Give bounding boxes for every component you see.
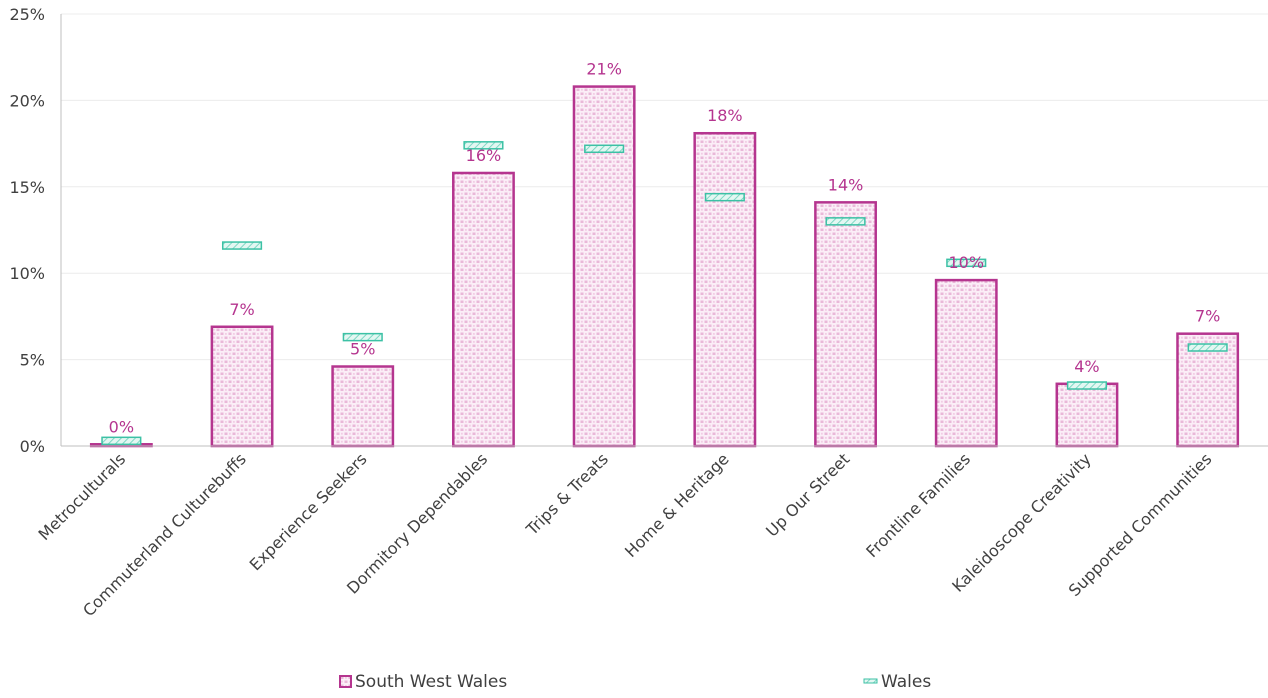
wales-marker-2 [342, 332, 383, 342]
legend-label-wales: Wales [881, 672, 931, 692]
x-tick-label-3: Dormitory Dependables [343, 449, 491, 597]
wales-marker-1 [221, 241, 263, 250]
y-tick-label-4: 20% [9, 91, 45, 110]
y-tick-label-5: 25% [9, 5, 45, 24]
wales-marker-9 [1187, 343, 1228, 352]
wales-marker-4 [584, 144, 625, 154]
x-tick-label-4: Trips & Treats [522, 449, 612, 539]
gridlines [61, 13, 1268, 361]
legend-swatch-south-west-wales [339, 675, 352, 688]
bar-5 [693, 131, 757, 448]
legend-swatch-wales [863, 678, 878, 684]
data-labels: 0% 7% 5% 16% 21% 18% 14% 10% 4% 7% [109, 60, 1221, 437]
x-tick-label-2: Experience Seekers [246, 449, 371, 574]
y-axis: 0% 5% 10% 15% 20% 25% [9, 5, 62, 456]
x-tick-label-9: Supported Communities [1065, 449, 1216, 600]
bar-9 [1176, 332, 1240, 448]
data-label-7: 10% [948, 253, 984, 272]
data-label-9: 7% [1195, 307, 1220, 326]
wales-marker-5 [704, 192, 745, 202]
y-tick-label-3: 15% [9, 178, 45, 197]
marker-series-wales [101, 141, 1228, 446]
data-label-4: 21% [586, 60, 622, 79]
y-tick-label-0: 0% [20, 437, 45, 456]
bar-1 [210, 325, 274, 448]
data-label-0: 0% [109, 417, 134, 436]
bar-series-south-west-wales [89, 85, 1240, 448]
x-tick-label-7: Frontline Families [862, 449, 974, 561]
x-tick-label-5: Home & Heritage [621, 449, 733, 561]
y-tick-label-1: 5% [20, 351, 45, 370]
data-label-2: 5% [350, 340, 375, 359]
x-tick-label-8: Kaleidoscope Creativity [948, 449, 1094, 595]
data-label-3: 16% [466, 146, 502, 165]
wales-marker-7 [946, 258, 987, 268]
wales-marker-8 [1066, 381, 1108, 390]
data-label-5: 18% [707, 106, 743, 125]
data-label-6: 14% [828, 175, 864, 194]
bar-8 [1055, 382, 1119, 448]
data-label-8: 4% [1074, 357, 1099, 376]
bar-4 [572, 85, 636, 448]
bar-2 [331, 365, 395, 448]
bar-7 [934, 278, 998, 448]
legend-label-south-west-wales: South West Wales [355, 672, 507, 692]
wales-marker-0 [101, 436, 142, 446]
wales-marker-6 [825, 217, 866, 226]
wales-marker-3 [463, 141, 504, 150]
x-tick-label-6: Up Our Street [762, 449, 853, 540]
legend: South West Wales Wales [339, 672, 931, 692]
y-tick-label-2: 10% [9, 264, 45, 283]
bar-6 [814, 201, 877, 448]
x-tick-label-0: Metroculturals [34, 449, 129, 544]
data-label-1: 7% [229, 300, 254, 319]
bar-3 [452, 171, 515, 448]
